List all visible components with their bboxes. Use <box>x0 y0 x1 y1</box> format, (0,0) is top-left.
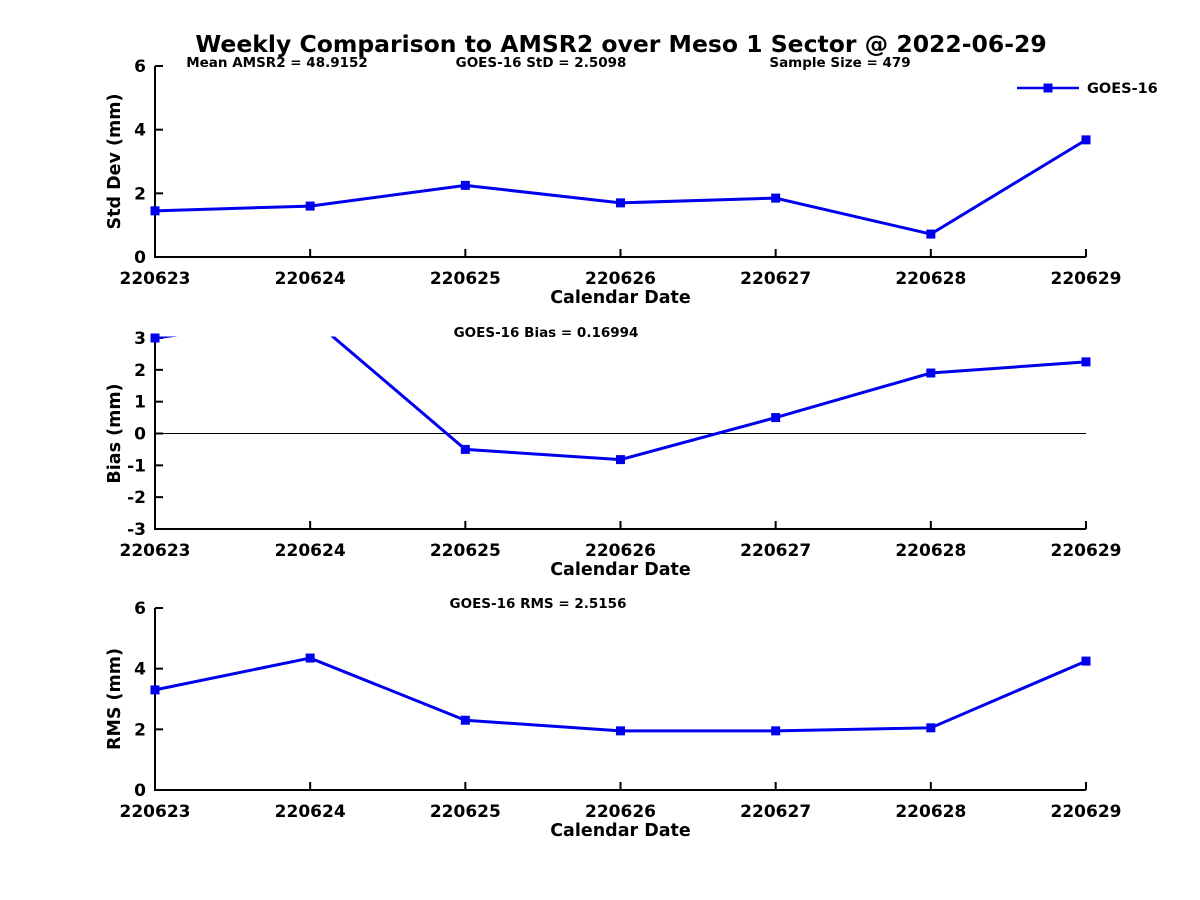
x-tick-label: 220628 <box>895 541 966 561</box>
plot-title: Weekly Comparison to AMSR2 over Meso 1 S… <box>195 30 1047 58</box>
x-tick-label: 220628 <box>895 802 966 822</box>
annotation-text: GOES-16 StD = 2.5098 <box>456 55 627 71</box>
x-tick-label: 220624 <box>275 541 346 561</box>
x-tick-label: 220625 <box>430 802 501 822</box>
y-tick-label: 1 <box>134 393 146 413</box>
y-tick-label: 2 <box>134 720 146 740</box>
data-point-marker <box>1081 357 1091 367</box>
x-tick-label: 220626 <box>585 802 656 822</box>
data-point-marker <box>150 685 160 695</box>
y-tick-label: 2 <box>134 361 146 381</box>
data-point-marker <box>616 455 625 465</box>
legend-label: GOES-16 <box>1087 81 1158 97</box>
data-point-marker <box>460 180 470 190</box>
data-point-marker <box>771 193 781 203</box>
x-tick-label: 220629 <box>1051 541 1122 561</box>
chart-panel-std-dev: 0 2 4 6 220623 220624 220625 220626 220627 220628… <box>105 55 1158 308</box>
axis-frame <box>154 608 1086 791</box>
annotation-text: GOES-16 Bias = 0.16994 <box>454 325 639 341</box>
x-axis-label: Calendar Date <box>550 288 691 308</box>
x-tick-label: 220625 <box>430 269 501 289</box>
data-point-marker <box>771 726 781 736</box>
data-point-marker <box>926 723 936 733</box>
data-point-marker <box>926 229 936 239</box>
x-tick-label: 220627 <box>740 802 811 822</box>
data-point-marker <box>1081 135 1091 145</box>
data-point-marker <box>305 201 315 211</box>
y-tick-label: 0 <box>134 248 146 268</box>
chart-panel-bias: -3 -2 -1 0 1 2 3 220623 220624 220625 220626 220627… <box>105 325 1122 580</box>
annotation-text: Sample Size = 479 <box>769 55 910 71</box>
x-tick-label: 220627 <box>740 269 811 289</box>
annotation-text: Mean AMSR2 = 48.9152 <box>186 55 368 71</box>
y-tick-label: 3 <box>134 329 146 349</box>
y-tick-label: 0 <box>134 425 146 445</box>
axis-frame <box>154 66 1086 258</box>
y-tick-label: -1 <box>127 456 146 476</box>
x-axis-label: Calendar Date <box>550 821 691 841</box>
x-tick-label: 220626 <box>585 541 656 561</box>
y-tick-label: -2 <box>127 488 146 508</box>
x-tick-label: 220627 <box>740 541 811 561</box>
x-axis-label: Calendar Date <box>550 560 691 580</box>
y-tick-label: 6 <box>134 57 146 77</box>
x-tick-label: 220624 <box>275 269 346 289</box>
x-tick-label: 220629 <box>1051 802 1122 822</box>
data-point-marker <box>460 444 470 454</box>
legend-marker <box>1043 83 1053 93</box>
y-tick-label: -3 <box>127 520 146 540</box>
data-line <box>154 656 1087 733</box>
y-axis-label: Std Dev (mm) <box>105 94 125 230</box>
y-axis-label: Bias (mm) <box>105 383 125 483</box>
y-tick-label: 6 <box>134 599 146 619</box>
data-point-marker <box>305 653 315 663</box>
x-tick-label: 220628 <box>895 269 966 289</box>
x-tick-label: 220625 <box>430 541 501 561</box>
y-tick-label: 0 <box>134 781 146 801</box>
data-point-marker <box>150 333 160 343</box>
data-point-marker <box>616 198 625 208</box>
y-axis-label: RMS (mm) <box>105 648 125 750</box>
x-tick-label: 220629 <box>1051 269 1122 289</box>
y-tick-label: 4 <box>134 121 146 141</box>
data-line <box>154 138 1087 236</box>
data-point-marker <box>460 715 470 725</box>
data-point-marker <box>926 368 936 378</box>
x-tick-label: 220623 <box>120 269 191 289</box>
data-point-marker <box>616 726 625 736</box>
data-point-marker <box>1081 656 1091 666</box>
chart-panel-rms: 0 2 4 6 220623 220624 220625 220626 220627 220628… <box>105 596 1121 841</box>
data-point-marker <box>150 206 160 216</box>
x-tick-label: 220626 <box>585 269 656 289</box>
x-tick-label: 220623 <box>120 541 191 561</box>
annotation-text: GOES-16 RMS = 2.5156 <box>450 596 627 612</box>
y-tick-label: 2 <box>134 184 146 204</box>
x-tick-label: 220624 <box>275 802 346 822</box>
x-tick-label: 220623 <box>120 802 191 822</box>
y-tick-label: 4 <box>134 660 146 680</box>
data-point-marker <box>771 413 781 423</box>
